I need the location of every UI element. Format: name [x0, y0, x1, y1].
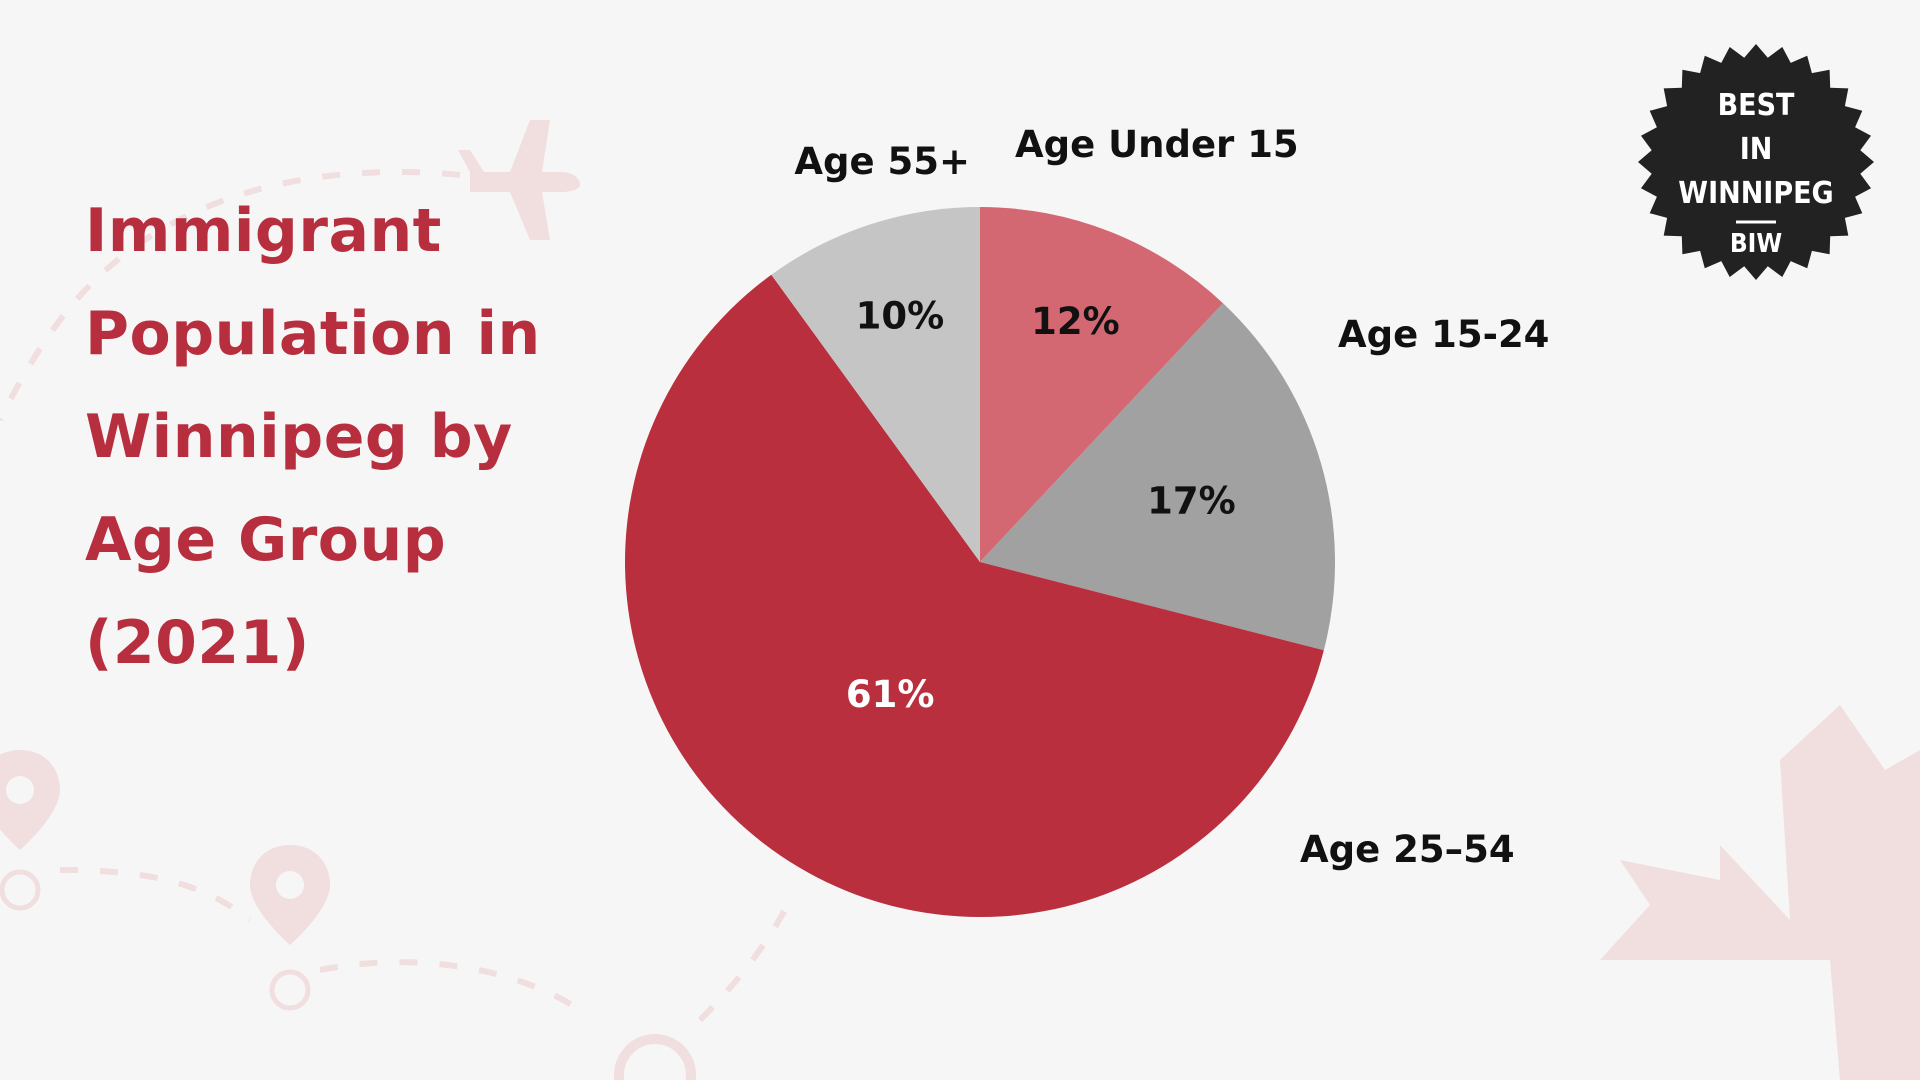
badge-seal-shape: [1638, 44, 1874, 280]
slice-value-label: 10%: [856, 295, 945, 338]
slice-value-label: 17%: [1147, 480, 1236, 523]
slice-category-label: Age 55+: [794, 140, 970, 183]
title-line: Age Group: [85, 505, 447, 575]
pie-labels: 12% Age Under 15 17% Age 15-24 61% Age 25–54 1…: [794, 123, 1549, 871]
title-line: (2021): [85, 608, 310, 678]
location-pin-icon: [250, 845, 330, 945]
badge-line-3: WINNIPEG: [1678, 176, 1833, 211]
badge-line-4: BIW: [1730, 229, 1783, 259]
pie-slice-3: [624, 274, 1324, 918]
location-pin-icon: [0, 750, 60, 850]
badge-line-1: BEST: [1718, 88, 1795, 123]
slice-value-label: 12%: [1031, 300, 1120, 343]
badge-line-2: IN: [1740, 132, 1773, 167]
page-title: Immigrant Population in Winnipeg by Age …: [85, 180, 605, 695]
slice-category-label: Age Under 15: [1015, 123, 1299, 166]
airplane-icon: [458, 120, 580, 240]
slice-category-label: Age 25–54: [1300, 828, 1515, 871]
maple-leaf-icon: [1600, 705, 1920, 1080]
title-line: Winnipeg by: [85, 402, 513, 472]
pie-slice-1: [980, 207, 1224, 562]
pie-slice-4: [771, 207, 980, 562]
pie-slice-2: [980, 303, 1336, 651]
slice-category-label: Age 15-24: [1338, 313, 1549, 356]
best-in-winnipeg-badge: BEST IN WINNIPEG BIW: [1638, 44, 1874, 280]
title-line: Immigrant: [85, 196, 442, 266]
title-line: Population in: [85, 299, 541, 369]
slice-value-label: 61%: [846, 673, 935, 716]
pie-slices: [624, 207, 1336, 918]
